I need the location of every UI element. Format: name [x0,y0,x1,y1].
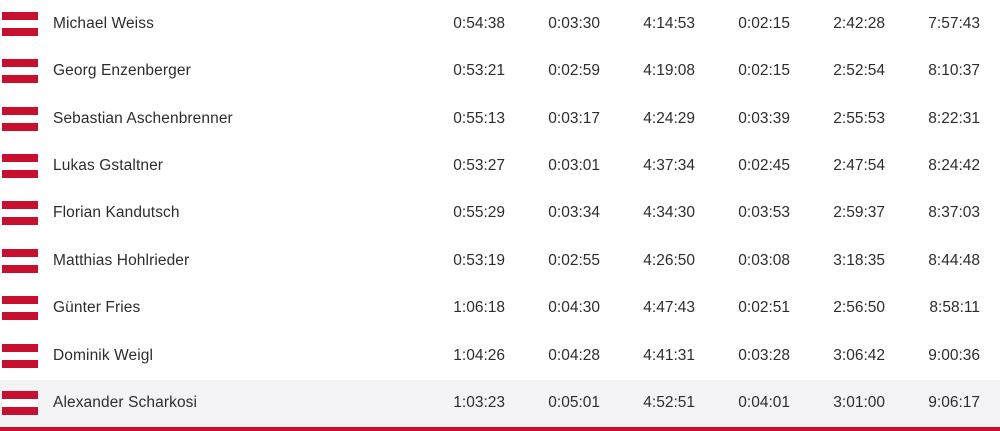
flag-cell [0,154,53,179]
table-row[interactable]: Georg Enzenberger 0:53:21 0:02:59 4:19:0… [0,47,1000,95]
table-row[interactable]: Florian Kandutsch 0:55:29 0:03:34 4:34:3… [0,189,1000,238]
table-row[interactable]: Matthias Hohlrieder 0:53:19 0:02:55 4:26… [0,237,1000,285]
time-cell-swim: 0:55:29 [453,204,505,222]
flag-cell [0,11,53,36]
table-row[interactable]: Sebastian Aschenbrenner 0:55:13 0:03:17 … [0,94,1000,143]
time-cell-total: 8:58:11 [929,299,980,317]
time-cell-t2: 0:03:39 [738,109,790,127]
time-cell-t2: 0:03:08 [738,251,790,269]
time-cell-total: 8:10:37 [928,62,980,80]
time-cell-swim: 0:53:27 [453,157,505,175]
time-cell-t1: 0:04:30 [548,299,600,317]
athlete-name: Lukas Gstaltner [53,157,164,175]
time-cell-run: 2:59:37 [833,204,885,222]
time-cell-t2: 0:02:15 [738,62,790,80]
time-cell-t2: 0:04:01 [738,394,790,412]
time-cell-t1: 0:05:01 [548,394,600,412]
table-row[interactable]: Alexander Scharkosi 1:03:23 0:05:01 4:52… [0,379,1000,427]
time-cell-total: 7:57:43 [928,14,980,32]
flag-cell [0,248,53,273]
time-cell-bike: 4:37:34 [643,157,695,175]
time-cell-total: 8:44:48 [928,251,980,269]
time-cell-t1: 0:03:34 [548,204,600,222]
time-cell-t2: 0:02:51 [738,299,790,317]
time-cell-swim: 0:53:19 [453,251,505,269]
athlete-name: Florian Kandutsch [53,204,180,222]
athlete-name: Sebastian Aschenbrenner [53,109,233,127]
athlete-name: Michael Weiss [53,14,154,32]
time-cell-t2: 0:03:53 [738,204,790,222]
time-cell-bike: 4:26:50 [643,251,695,269]
time-cell-swim: 1:04:26 [453,346,505,364]
time-cell-swim: 0:53:21 [453,62,505,80]
time-cell-bike: 4:34:30 [643,204,695,222]
time-cell-total: 9:06:17 [928,394,980,412]
austria-flag-icon [2,201,38,226]
time-cell-t1: 0:04:28 [548,346,600,364]
time-cell-total: 9:00:36 [928,346,980,364]
time-cell-t1: 0:02:59 [548,62,600,80]
austria-flag-icon [2,391,38,416]
athlete-name: Alexander Scharkosi [53,394,198,412]
flag-cell [0,391,53,416]
time-cell-run: 2:47:54 [833,157,885,175]
table-row[interactable]: Dominik Weigl 1:04:26 0:04:28 4:41:31 0:… [0,332,1000,380]
time-cell-swim: 1:06:18 [453,299,505,317]
time-cell-run: 2:52:54 [833,62,885,80]
flag-cell [0,201,53,226]
time-cell-bike: 4:24:29 [643,109,695,127]
time-cell-run: 3:01:00 [833,394,885,412]
time-cell-swim: 0:54:38 [453,14,505,32]
time-cell-run: 3:06:42 [833,346,885,364]
austria-flag-icon [2,11,38,36]
time-cell-total: 8:22:31 [928,109,980,127]
austria-flag-icon [2,154,38,179]
time-cell-bike: 4:41:31 [643,346,695,364]
time-cell-t2: 0:03:28 [738,346,790,364]
time-cell-run: 2:56:50 [833,299,885,317]
athlete-name: Dominik Weigl [53,346,154,364]
athlete-name: Matthias Hohlrieder [53,251,190,269]
time-cell-bike: 4:52:51 [643,394,695,412]
austria-flag-icon [2,343,38,368]
time-cell-t1: 0:03:30 [548,14,600,32]
time-cell-t1: 0:03:01 [548,157,600,175]
time-cell-t1: 0:03:17 [548,109,600,127]
time-cell-bike: 4:47:43 [643,299,695,317]
table-row[interactable]: Michael Weiss 0:54:38 0:03:30 4:14:53 0:… [0,0,1000,48]
table-row[interactable]: Lukas Gstaltner 0:53:27 0:03:01 4:37:34 … [0,142,1000,190]
time-cell-run: 3:18:35 [833,251,885,269]
time-cell-total: 8:24:42 [928,157,980,175]
time-cell-run: 2:42:28 [833,14,885,32]
austria-flag-icon [2,59,38,84]
time-cell-t2: 0:02:45 [738,157,790,175]
time-cell-bike: 4:14:53 [643,14,695,32]
time-cell-total: 8:37:03 [928,204,980,222]
austria-flag-icon [2,106,38,131]
time-cell-run: 2:55:53 [833,109,885,127]
athlete-name: Günter Fries [53,299,141,317]
bottom-accent-bar [0,427,1000,431]
flag-cell [0,59,53,84]
flag-cell [0,106,53,131]
austria-flag-icon [2,296,38,321]
time-cell-t1: 0:02:55 [548,251,600,269]
flag-cell [0,343,53,368]
time-cell-t2: 0:02:15 [738,14,790,32]
time-cell-bike: 4:19:08 [643,62,695,80]
time-cell-swim: 1:03:23 [453,394,505,412]
table-row[interactable]: Günter Fries 1:06:18 0:04:30 4:47:43 0:0… [0,284,1000,333]
austria-flag-icon [2,248,38,273]
time-cell-swim: 0:55:13 [453,109,505,127]
athlete-name: Georg Enzenberger [53,62,191,80]
flag-cell [0,296,53,321]
